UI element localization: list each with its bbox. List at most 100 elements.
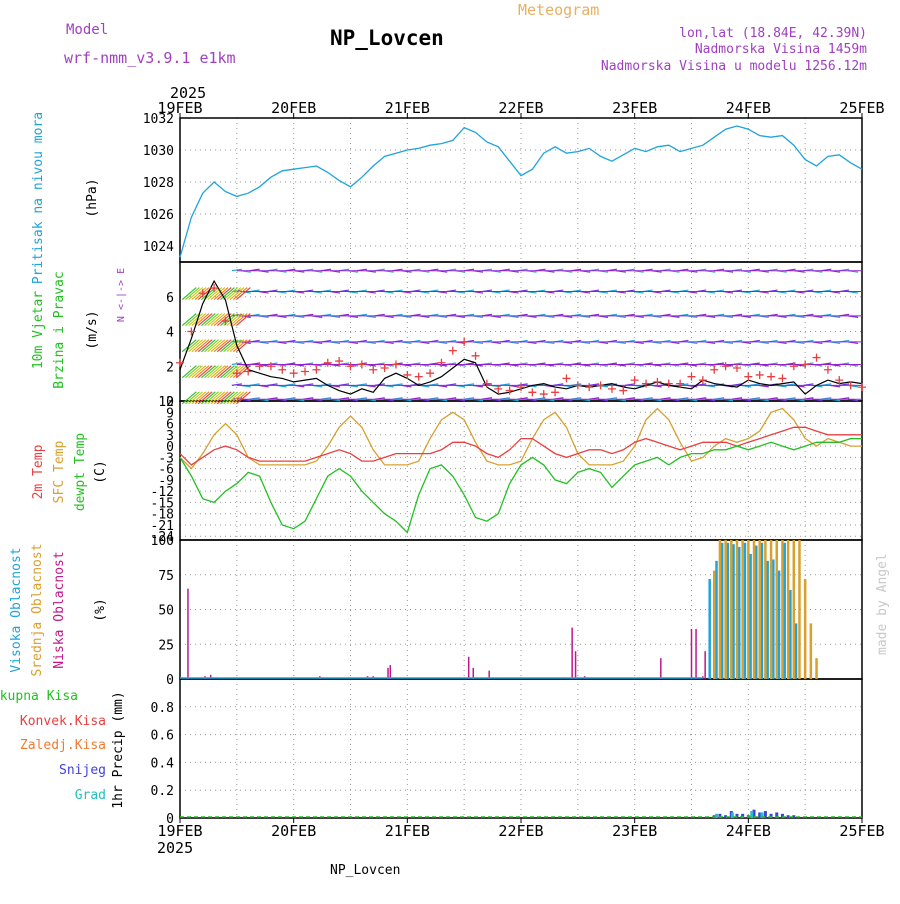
- gust-marker: [391, 360, 400, 369]
- x-tick-label-bottom: 23FEB: [612, 822, 657, 840]
- gust-marker: [801, 360, 810, 369]
- y-tick-label: 6: [166, 418, 174, 433]
- precip-legend-graupel: Grad: [75, 788, 106, 803]
- precip-bar-snow: [741, 813, 745, 818]
- wind-barb-strong: [226, 287, 242, 300]
- y-tick-label: 1026: [143, 208, 174, 223]
- gust-marker: [664, 379, 673, 388]
- cloud-bar-high: [737, 546, 741, 679]
- cloud-bar-high: [732, 544, 735, 679]
- gust-marker: [244, 367, 253, 376]
- wind-barb-strong: [204, 287, 219, 300]
- gust-marker: [812, 353, 821, 362]
- wind-barb: [231, 383, 242, 386]
- gust-marker: [403, 370, 412, 379]
- cloud-bar-high: [755, 545, 758, 679]
- y-tick-label: 1028: [143, 176, 174, 191]
- y-tick-label: 0.4: [151, 756, 175, 771]
- x-tick-label-bottom: 20FEB: [271, 822, 316, 840]
- wind-barb-strong: [229, 313, 245, 327]
- model-name: wrf-nmm_v3.9.1 e1km: [64, 49, 236, 67]
- y-tick-label: 0: [166, 812, 174, 827]
- wind-direction-key: N <-|-> E: [116, 268, 127, 322]
- precip-bar-snow: [786, 815, 790, 818]
- gust-marker: [607, 384, 616, 393]
- wind-barb-strong: [226, 391, 242, 405]
- x-tick-label-bottom: 25FEB: [839, 822, 884, 840]
- x-tick-label-top: 24FEB: [726, 99, 771, 117]
- gust-marker: [596, 381, 605, 390]
- wind-barb-strong: [223, 365, 239, 379]
- cloud-bar-low: [660, 658, 662, 679]
- wind-barb-strong: [204, 365, 219, 379]
- wind-barb-strong: [204, 391, 219, 405]
- wind-barb-strong: [188, 313, 204, 327]
- wind-barb-strong: [207, 365, 223, 379]
- gust-marker: [357, 360, 366, 369]
- gust-marker: [585, 383, 594, 392]
- y-tick-label: -18: [151, 508, 174, 523]
- x-tick-label-bottom: 24FEB: [726, 822, 771, 840]
- precip-bar-snow: [752, 809, 756, 818]
- wind-barb-strong: [210, 365, 226, 379]
- cloud-bar-high: [743, 542, 747, 679]
- y-tick-label: -24: [151, 530, 175, 545]
- temp-label-2: SFC Temp: [52, 441, 67, 504]
- gust-marker: [630, 376, 639, 385]
- year-top: 2025: [170, 84, 206, 102]
- wind-barb-strong: [191, 391, 207, 405]
- y-tick-label: 0: [166, 395, 174, 410]
- gust-marker: [687, 372, 696, 381]
- coords-text: lon,lat (18.84E, 42.39N): [679, 26, 867, 41]
- y-tick-label: -12: [151, 485, 174, 500]
- gust-marker: [653, 377, 662, 386]
- wind-barb-strong: [232, 313, 248, 327]
- precip-bar-snow: [724, 815, 728, 818]
- year-bottom: 2025: [157, 839, 193, 857]
- wind-barb-strong: [207, 313, 223, 327]
- gust-marker: [858, 383, 866, 392]
- gust-marker: [846, 381, 855, 390]
- precip-bar-graupel: [750, 811, 754, 818]
- model-label: Model: [66, 22, 108, 38]
- wind-barb-strong: [185, 365, 200, 379]
- x-tick-label-top: 19FEB: [157, 99, 202, 117]
- wind-barb-strong: [232, 365, 248, 379]
- station-title: NP_Lovcen: [330, 26, 444, 50]
- cloud-bar-high: [760, 542, 764, 679]
- wind-barb-strong: [181, 313, 197, 327]
- y-tick-label: 9: [166, 406, 174, 421]
- y-tick-label: 1030: [143, 144, 174, 159]
- wind-barb-strong: [220, 287, 235, 300]
- cloud-label-mid: Srednja Oblacnost: [30, 543, 45, 676]
- wind-unit: (m/s): [85, 310, 100, 349]
- gust-marker: [289, 369, 298, 378]
- cloud-bar-mid: [815, 658, 818, 679]
- wind-label-1: 10m Vjetar: [31, 291, 46, 369]
- wind-barb-strong: [213, 313, 229, 327]
- y-tick-label: 0.2: [151, 784, 174, 799]
- cloud-bar-mid: [730, 540, 733, 679]
- precip-legend-frozen: Zaledj.Kisa: [20, 738, 106, 753]
- gust-marker: [221, 317, 230, 326]
- precip-unit: 1hr Precip (mm): [111, 691, 126, 808]
- cloud-unit: (%): [93, 598, 108, 621]
- product-title: Meteogram: [518, 1, 599, 19]
- wind-barb-strong: [220, 365, 235, 379]
- x-tick-label-top: 21FEB: [385, 99, 430, 117]
- cloud-bar-high: [715, 560, 718, 679]
- gust-marker: [266, 362, 275, 371]
- precip-bar-snow: [769, 813, 773, 818]
- cloud-bar-low: [695, 628, 697, 679]
- wind-barb-strong: [207, 339, 223, 353]
- gust-marker: [323, 358, 332, 367]
- cloud-bar-high: [720, 542, 724, 679]
- gust-marker: [187, 327, 196, 336]
- pressure-line: [179, 125, 863, 258]
- y-tick-label: 75: [158, 569, 174, 584]
- wind-barb-strong: [207, 391, 223, 405]
- gust-marker: [619, 386, 628, 395]
- gust-marker: [744, 372, 753, 381]
- wind-barb-strong: [226, 339, 242, 353]
